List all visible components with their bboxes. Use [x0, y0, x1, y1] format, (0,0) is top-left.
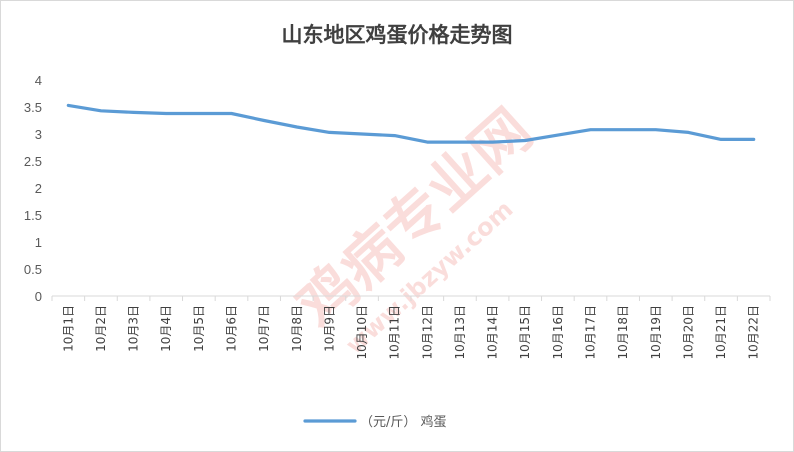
y-tick-label: 2 — [35, 181, 42, 196]
x-axis-tickmarks — [51, 296, 771, 301]
x-tick-label: 10月21日 — [714, 305, 728, 360]
x-tick-label: 10月14日 — [486, 305, 500, 360]
x-tick-label: 10月3日 — [127, 305, 141, 352]
y-axis-ticks: 0 0.5 1 1.5 2 2.5 3 3.5 4 — [24, 73, 42, 304]
x-tick-label: 10月2日 — [94, 305, 108, 352]
x-axis-labels: 10月1日 10月2日 10月3日 10月4日 10月5日 10月6日 10月7日 10月8日… — [61, 305, 760, 360]
x-tick-label: 10月20日 — [681, 305, 695, 360]
x-tick-label: 10月4日 — [159, 305, 173, 352]
x-tick-label: 10月8日 — [290, 305, 304, 352]
chart-title: 山东地区鸡蛋价格走势图 — [282, 23, 513, 47]
x-tick-label: 10月18日 — [616, 305, 630, 360]
series-line-eggs — [66, 103, 756, 144]
x-tick-label: 10月19日 — [649, 305, 663, 360]
x-tick-label: 10月6日 — [225, 305, 239, 352]
x-tick-label: 10月7日 — [257, 305, 271, 352]
x-tick-label: 10月12日 — [420, 305, 434, 360]
x-tick-label: 10月5日 — [192, 305, 206, 352]
y-tick-label: 4 — [35, 73, 42, 88]
x-tick-label: 10月16日 — [551, 305, 565, 360]
x-tick-label: 10月1日 — [61, 305, 75, 352]
x-tick-label: 10月10日 — [355, 305, 369, 360]
y-tick-label: 1.5 — [24, 208, 42, 223]
x-tick-label: 10月22日 — [747, 305, 761, 360]
y-tick-label: 1 — [35, 235, 42, 250]
x-tick-label: 10月13日 — [453, 305, 467, 360]
x-tick-label: 10月17日 — [584, 305, 598, 360]
x-tick-label: 10月15日 — [518, 305, 532, 360]
x-tick-label: 10月9日 — [322, 305, 336, 352]
y-tick-label: 0 — [35, 289, 42, 304]
y-tick-label: 0.5 — [24, 262, 42, 277]
legend: （元/斤） 鸡蛋 — [303, 414, 447, 430]
y-tick-label: 3.5 — [24, 100, 42, 115]
y-tick-label: 3 — [35, 127, 42, 142]
x-tick-label: 10月11日 — [388, 305, 402, 360]
legend-label: （元/斤） 鸡蛋 — [360, 414, 447, 430]
y-tick-label: 2.5 — [24, 154, 42, 169]
